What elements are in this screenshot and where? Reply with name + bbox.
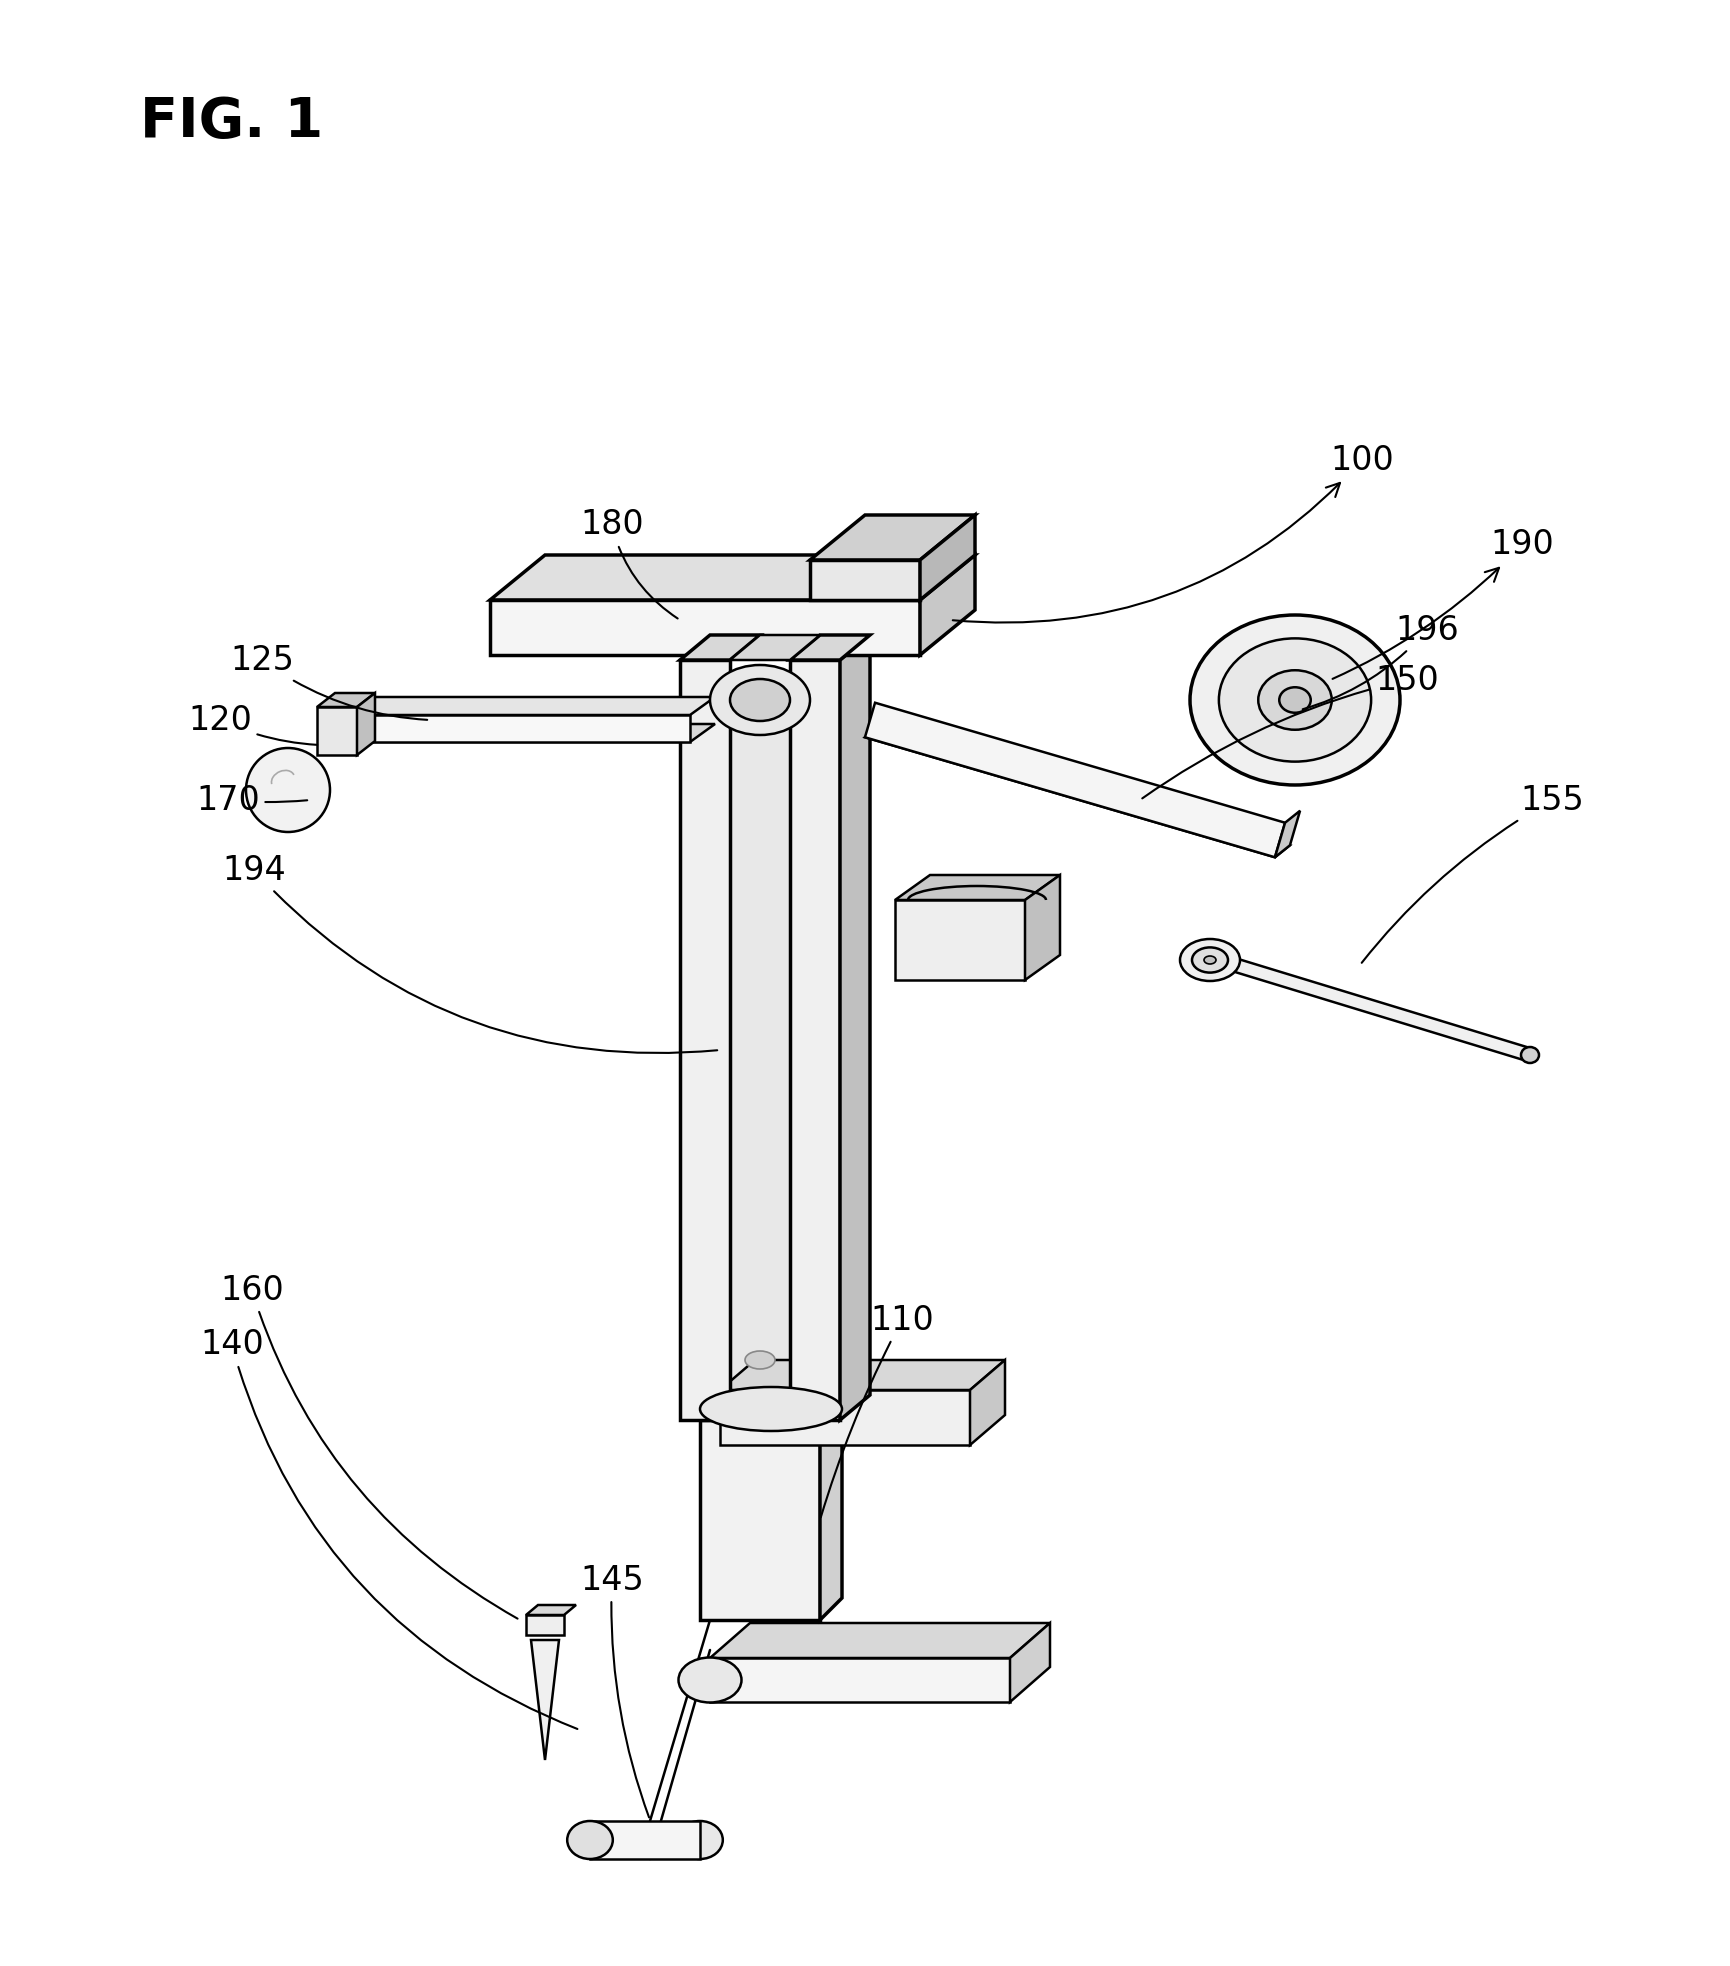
Polygon shape — [791, 661, 841, 1419]
Ellipse shape — [1204, 955, 1216, 963]
Polygon shape — [894, 875, 1060, 900]
Ellipse shape — [1278, 688, 1311, 714]
Polygon shape — [720, 1360, 1005, 1390]
Polygon shape — [526, 1604, 576, 1614]
Polygon shape — [920, 515, 976, 600]
Polygon shape — [341, 723, 714, 741]
Text: 150: 150 — [1142, 663, 1439, 798]
Polygon shape — [720, 1390, 971, 1445]
Polygon shape — [317, 692, 375, 708]
Text: 140: 140 — [201, 1329, 578, 1728]
Text: 125: 125 — [230, 643, 427, 720]
Polygon shape — [920, 554, 976, 655]
Text: 110: 110 — [820, 1303, 934, 1518]
Text: 196: 196 — [1303, 613, 1458, 710]
Polygon shape — [701, 1419, 820, 1620]
Ellipse shape — [709, 665, 810, 735]
Ellipse shape — [1521, 1048, 1540, 1064]
Text: 170: 170 — [195, 784, 308, 816]
Text: 155: 155 — [1362, 784, 1583, 963]
Polygon shape — [1235, 957, 1529, 1062]
Polygon shape — [894, 900, 1024, 979]
Ellipse shape — [678, 1657, 742, 1703]
Ellipse shape — [1192, 948, 1228, 973]
Polygon shape — [341, 716, 690, 741]
Ellipse shape — [746, 1351, 775, 1368]
Polygon shape — [841, 635, 870, 1419]
Polygon shape — [730, 690, 791, 1390]
Polygon shape — [526, 1614, 564, 1636]
Polygon shape — [490, 600, 920, 655]
Text: FIG. 1: FIG. 1 — [140, 94, 324, 149]
Polygon shape — [1275, 810, 1299, 857]
Text: 145: 145 — [580, 1563, 649, 1817]
Polygon shape — [680, 661, 730, 1419]
Polygon shape — [1024, 875, 1060, 979]
Ellipse shape — [676, 1821, 723, 1860]
Text: 160: 160 — [220, 1274, 517, 1618]
Polygon shape — [810, 515, 976, 560]
Ellipse shape — [730, 678, 791, 722]
Text: 194: 194 — [221, 853, 718, 1054]
Text: 190: 190 — [1332, 529, 1554, 678]
Ellipse shape — [1220, 639, 1372, 761]
Polygon shape — [317, 708, 356, 755]
Polygon shape — [971, 1360, 1005, 1445]
Polygon shape — [820, 1398, 843, 1620]
Ellipse shape — [1258, 670, 1332, 729]
Polygon shape — [590, 1821, 701, 1860]
Polygon shape — [709, 1657, 1010, 1703]
Polygon shape — [709, 1624, 1050, 1657]
Circle shape — [246, 747, 330, 832]
Polygon shape — [341, 698, 714, 716]
Ellipse shape — [567, 1821, 612, 1860]
Polygon shape — [680, 635, 759, 661]
Polygon shape — [1010, 1624, 1050, 1703]
Polygon shape — [356, 692, 375, 755]
Polygon shape — [730, 635, 820, 661]
Polygon shape — [865, 702, 1285, 857]
Polygon shape — [791, 635, 870, 661]
Ellipse shape — [1180, 940, 1240, 981]
Polygon shape — [531, 1640, 559, 1760]
Text: 120: 120 — [189, 704, 317, 745]
Text: 180: 180 — [580, 509, 678, 619]
Text: 100: 100 — [953, 444, 1394, 623]
Polygon shape — [490, 554, 976, 600]
Polygon shape — [810, 560, 920, 600]
Ellipse shape — [701, 1386, 843, 1431]
Ellipse shape — [1190, 615, 1400, 784]
Polygon shape — [865, 725, 1291, 857]
